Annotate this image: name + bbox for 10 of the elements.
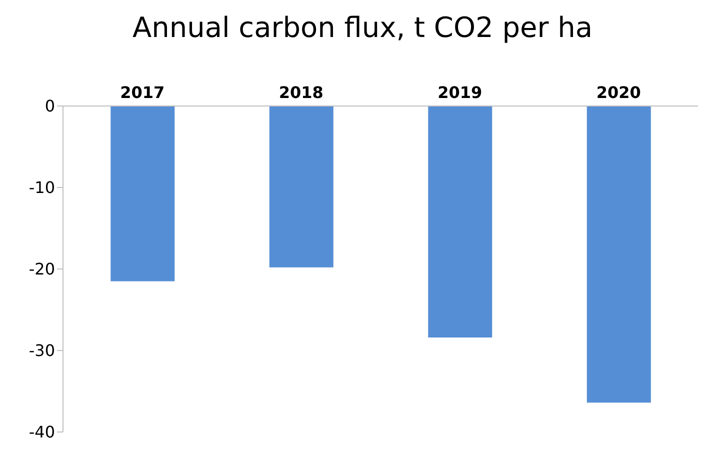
y-tick-label: -20 <box>28 260 55 279</box>
x-tick-label: 2018 <box>278 83 324 102</box>
y-tick-label: 0 <box>44 96 55 116</box>
y-tick-label: -40 <box>28 422 55 442</box>
x-tick-label: 2020 <box>596 83 641 102</box>
y-tick-label: -30 <box>28 341 55 360</box>
chart-title: Annual carbon flux, t CO2 per ha <box>131 10 594 46</box>
y-tick-label: -10 <box>28 178 55 198</box>
x-tick-label: 2019 <box>438 83 482 102</box>
x-tick-label: 2017 <box>120 83 165 102</box>
